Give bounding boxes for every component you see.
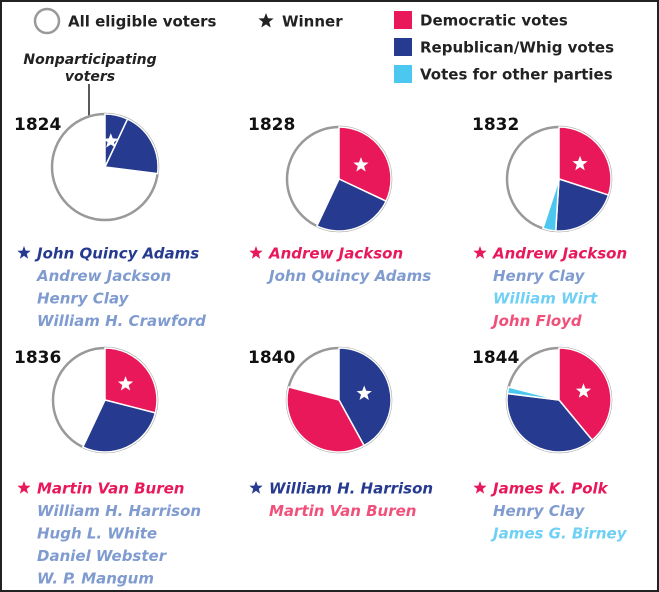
chart-title: 1824 (14, 115, 61, 135)
winner-star (575, 383, 592, 398)
slice (81, 399, 157, 453)
candidate-name: Andrew Jackson (268, 245, 403, 263)
slice (286, 386, 366, 453)
candidate-name: James K. Polk (490, 480, 609, 498)
winner-star (473, 246, 487, 259)
chart-title: 1840 (248, 348, 295, 368)
candidate-name: John Quincy Adams (34, 245, 199, 263)
winner-star (249, 246, 263, 259)
candidate-name: Martin Van Buren (269, 502, 417, 520)
slice (506, 392, 594, 453)
winner-star (103, 133, 119, 148)
chart-title: 1828 (248, 115, 295, 135)
legend-star-icon (258, 13, 274, 28)
annotation: Nonparticipating voters (23, 52, 157, 85)
legend-swatch (394, 38, 412, 56)
candidate-name: W. P. Mangum (37, 570, 154, 588)
chart-title: 1832 (472, 115, 519, 135)
slice (315, 178, 388, 232)
winner-star (17, 481, 31, 494)
candidate-name: Hugh L. White (37, 525, 157, 543)
winner-star (353, 157, 369, 172)
legend-label: Winner (282, 13, 343, 31)
legend-swatch (394, 11, 412, 29)
legend-label: Votes for other parties (420, 66, 613, 84)
slice (554, 177, 610, 232)
legend-label: All eligible voters (68, 13, 217, 31)
slice (541, 178, 560, 232)
chart-title: 1844 (472, 348, 519, 368)
candidate-name: Henry Clay (493, 267, 586, 285)
candidate-name: William H. Crawford (37, 312, 206, 330)
slice (558, 126, 612, 197)
winner-star (17, 246, 31, 259)
slice (103, 118, 159, 175)
chart-title: 1836 (14, 348, 61, 368)
candidate-name: Andrew Jackson (36, 267, 171, 285)
legend-outline-icon (33, 7, 61, 35)
candidate-name: John Quincy Adams (266, 267, 431, 285)
candidate-name: Henry Clay (493, 502, 586, 520)
candidate-name: James G. Birney (490, 525, 628, 543)
candidate-name: Daniel Webster (37, 547, 168, 565)
winner-star (249, 481, 263, 494)
winner-star (117, 376, 134, 391)
candidate-name: John Floyd (490, 312, 582, 330)
candidate-name: Henry Clay (37, 290, 130, 308)
candidate-name: William H. Harrison (269, 480, 433, 498)
candidate-name: Martin Van Buren (37, 480, 185, 498)
slice (104, 347, 158, 414)
candidate-name: William Wirt (493, 290, 598, 308)
candidate-name: Andrew Jackson (492, 245, 627, 263)
legend-label: Democratic votes (420, 12, 568, 30)
winner-star (473, 481, 487, 494)
legend-label: Republican/Whig votes (420, 39, 614, 57)
winner-star (572, 155, 588, 171)
legend-swatch (394, 65, 412, 83)
slice (506, 386, 560, 401)
winner-star (356, 385, 372, 400)
candidate-name: William H. Harrison (37, 502, 201, 520)
